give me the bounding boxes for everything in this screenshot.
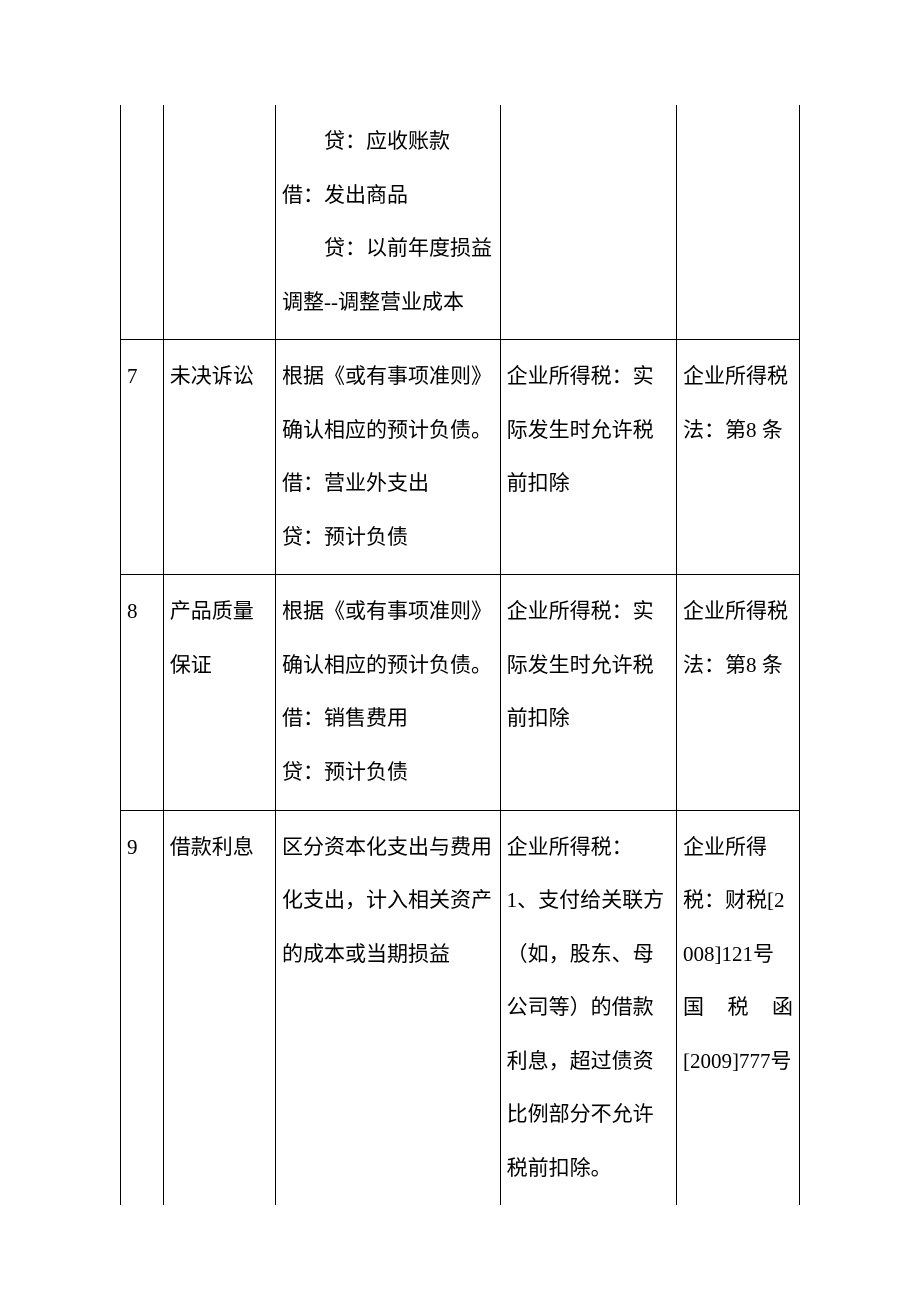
cell-line: 借：发出商品 <box>282 169 494 223</box>
cell-num: 7 <box>121 340 164 575</box>
cell-line: 根据《或有事项准则》确认相应的预计负债。 <box>282 585 494 692</box>
cell-num: 8 <box>121 575 164 810</box>
cell-item: 产品质量保证 <box>163 575 275 810</box>
cell-law: 企业所得税法：第8 条 <box>677 575 800 810</box>
cell-line: 贷：预计负债 <box>282 511 494 565</box>
cell-line: 借：销售费用 <box>282 692 494 746</box>
cell-line: 企业所得税： <box>507 821 670 875</box>
cell-line: 1、支付给关联方（如，股东、母公司等）的借款利息，超过债资比例部分不允许税前扣除… <box>507 874 670 1195</box>
table-row: 7未决诉讼根据《或有事项准则》确认相应的预计负债。借：营业外支出贷：预计负债企业… <box>121 340 800 575</box>
cell-law <box>677 105 800 340</box>
cell-law: 企业所得税法：第8 条 <box>677 340 800 575</box>
cell-tax: 企业所得税：1、支付给关联方（如，股东、母公司等）的借款利息，超过债资比例部分不… <box>500 810 676 1205</box>
cell-tax <box>500 105 676 340</box>
document-page: 贷：应收账款借：发出商品 贷：以前年度损益调整--调整营业成本7未决诉讼根据《或… <box>0 0 920 1205</box>
cell-line: 企业所得税：财税[2008]121号 <box>683 821 793 982</box>
cell-line: 企业所得税：实际发生时允许税前扣除 <box>507 585 670 746</box>
table-row: 8产品质量保证根据《或有事项准则》确认相应的预计负债。借：销售费用贷：预计负债企… <box>121 575 800 810</box>
cell-num <box>121 105 164 340</box>
cell-line: 根据《或有事项准则》确认相应的预计负债。 <box>282 350 494 457</box>
cell-item: 借款利息 <box>163 810 275 1205</box>
cell-tax: 企业所得税：实际发生时允许税前扣除 <box>500 340 676 575</box>
cell-accounting: 贷：应收账款借：发出商品 贷：以前年度损益调整--调整营业成本 <box>276 105 501 340</box>
cell-line: 贷：应收账款 <box>282 115 494 169</box>
cell-law: 企业所得税：财税[2008]121号国税函[2009]777号 <box>677 810 800 1205</box>
cell-line: 借：营业外支出 <box>282 457 494 511</box>
table-row: 9借款利息区分资本化支出与费用化支出，计入相关资产的成本或当期损益企业所得税：1… <box>121 810 800 1205</box>
regulation-table: 贷：应收账款借：发出商品 贷：以前年度损益调整--调整营业成本7未决诉讼根据《或… <box>120 105 800 1205</box>
cell-item <box>163 105 275 340</box>
cell-accounting: 区分资本化支出与费用化支出，计入相关资产的成本或当期损益 <box>276 810 501 1205</box>
cell-line: [2009]777号 <box>683 1035 793 1089</box>
cell-accounting: 根据《或有事项准则》确认相应的预计负债。借：销售费用贷：预计负债 <box>276 575 501 810</box>
cell-line: 国税函 <box>683 981 793 1035</box>
cell-line: 企业所得税：实际发生时允许税前扣除 <box>507 350 670 511</box>
cell-item: 未决诉讼 <box>163 340 275 575</box>
cell-accounting: 根据《或有事项准则》确认相应的预计负债。借：营业外支出贷：预计负债 <box>276 340 501 575</box>
cell-num: 9 <box>121 810 164 1205</box>
cell-line: 贷：预计负债 <box>282 746 494 800</box>
table-row: 贷：应收账款借：发出商品 贷：以前年度损益调整--调整营业成本 <box>121 105 800 340</box>
cell-line: 贷：以前年度损益调整--调整营业成本 <box>282 222 494 329</box>
cell-tax: 企业所得税：实际发生时允许税前扣除 <box>500 575 676 810</box>
cell-line: 区分资本化支出与费用化支出，计入相关资产的成本或当期损益 <box>282 821 494 982</box>
